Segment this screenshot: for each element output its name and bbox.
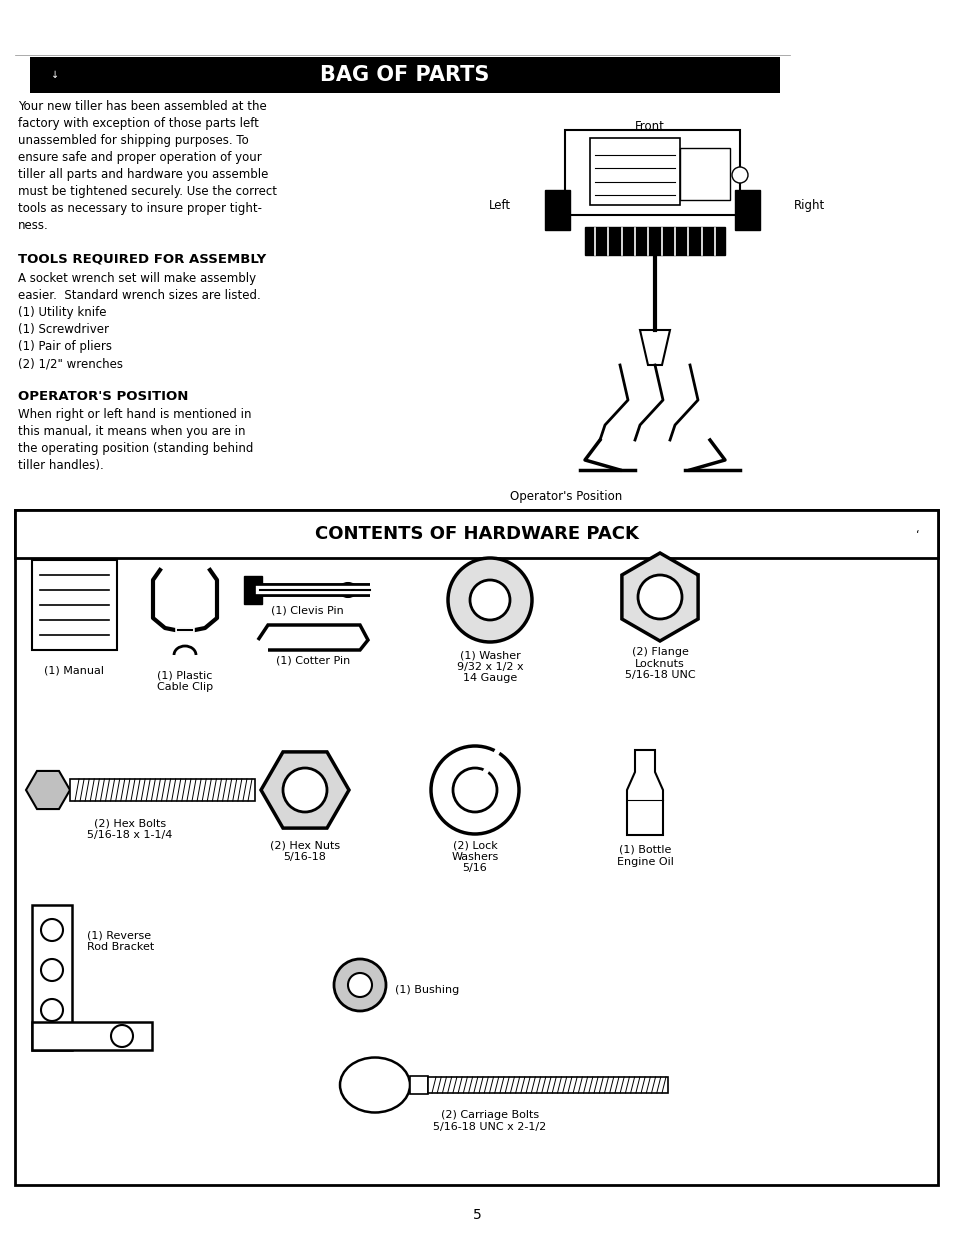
Polygon shape: [626, 750, 662, 835]
Text: When right or left hand is mentioned in
this manual, it means when you are in
th: When right or left hand is mentioned in …: [18, 408, 253, 472]
Text: (1) Bushing: (1) Bushing: [395, 985, 458, 994]
Bar: [32, 905, 71, 1050]
Polygon shape: [621, 553, 698, 641]
Bar: [584, 227, 724, 255]
Bar: [15, 510, 937, 558]
Text: Your new tiller has been assembled at the
factory with exception of those parts : Your new tiller has been assembled at th…: [18, 100, 276, 232]
Bar: [244, 577, 262, 604]
Text: ‘: ‘: [915, 529, 919, 539]
Text: (1) Bottle
Engine Oil: (1) Bottle Engine Oil: [616, 844, 673, 867]
Text: Front: Front: [635, 120, 664, 133]
Circle shape: [111, 1025, 132, 1047]
Text: BAG OF PARTS: BAG OF PARTS: [320, 64, 489, 86]
Bar: [734, 190, 760, 229]
Circle shape: [41, 959, 63, 981]
Circle shape: [334, 959, 386, 1011]
Ellipse shape: [338, 583, 356, 596]
Text: OPERATOR'S POSITION: OPERATOR'S POSITION: [18, 391, 188, 403]
Text: (2) Hex Bolts
5/16-18 x 1-1/4: (2) Hex Bolts 5/16-18 x 1-1/4: [88, 818, 172, 839]
Bar: [15, 510, 937, 1185]
Bar: [30, 57, 780, 93]
Circle shape: [41, 999, 63, 1021]
Text: (1) Reverse
Rod Bracket: (1) Reverse Rod Bracket: [87, 930, 154, 951]
Bar: [564, 130, 740, 215]
Circle shape: [470, 580, 510, 620]
Text: (2) Carriage Bolts
5/16-18 UNC x 2-1/2: (2) Carriage Bolts 5/16-18 UNC x 2-1/2: [433, 1110, 546, 1132]
Text: CONTENTS OF HARDWARE PACK: CONTENTS OF HARDWARE PACK: [314, 525, 638, 543]
Text: 5: 5: [472, 1208, 481, 1221]
Text: ↓: ↓: [51, 69, 59, 81]
Text: (2) Lock
Washers
5/16: (2) Lock Washers 5/16: [451, 839, 498, 873]
Text: (1) Manual: (1) Manual: [45, 665, 105, 675]
Bar: [32, 1022, 152, 1050]
Text: (1) Cotter Pin: (1) Cotter Pin: [275, 655, 350, 665]
Text: TOOLS REQUIRED FOR ASSEMBLY: TOOLS REQUIRED FOR ASSEMBLY: [18, 252, 266, 265]
Bar: [544, 190, 569, 229]
Polygon shape: [26, 771, 70, 808]
Circle shape: [453, 768, 497, 812]
Polygon shape: [639, 330, 669, 365]
Text: A socket wrench set will make assembly
easier.  Standard wrench sizes are listed: A socket wrench set will make assembly e…: [18, 272, 260, 370]
Text: Left: Left: [489, 198, 511, 212]
Circle shape: [638, 575, 681, 619]
Circle shape: [348, 973, 372, 997]
Circle shape: [41, 919, 63, 941]
Text: Operator's Position: Operator's Position: [510, 490, 621, 503]
Bar: [589, 138, 679, 205]
Text: (2) Flange
Locknuts
5/16-18 UNC: (2) Flange Locknuts 5/16-18 UNC: [624, 647, 695, 681]
Bar: [410, 1076, 428, 1094]
Bar: [32, 560, 117, 650]
Circle shape: [448, 558, 532, 642]
Bar: [428, 1078, 667, 1092]
Ellipse shape: [339, 1058, 410, 1112]
Circle shape: [431, 746, 518, 835]
Bar: [679, 148, 729, 200]
Text: Right: Right: [794, 198, 824, 212]
Bar: [70, 779, 254, 801]
Text: (1) Plastic
Cable Clip: (1) Plastic Cable Clip: [157, 670, 213, 692]
Text: (2) Hex Nuts
5/16-18: (2) Hex Nuts 5/16-18: [270, 839, 339, 862]
Circle shape: [283, 768, 327, 812]
Circle shape: [731, 167, 747, 184]
Text: (1) Washer
9/32 x 1/2 x
14 Gauge: (1) Washer 9/32 x 1/2 x 14 Gauge: [456, 650, 523, 683]
Polygon shape: [261, 751, 349, 828]
Text: (1) Clevis Pin: (1) Clevis Pin: [271, 605, 343, 615]
